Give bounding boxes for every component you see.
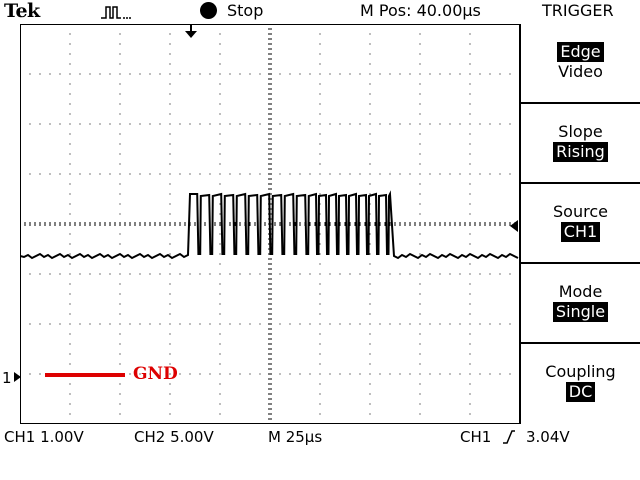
pulse-waveform-icon: [101, 6, 131, 19]
source-title: Source: [553, 202, 608, 221]
coupling-value: DC: [565, 382, 596, 402]
waveform-display: [20, 24, 520, 424]
trigger-level-readout: 3.04V: [526, 428, 570, 446]
rising-edge-icon: [503, 430, 515, 444]
down-arrow-marker-icon: [185, 24, 197, 38]
slope-value: Rising: [553, 142, 608, 162]
left-arrow-marker-icon: [510, 220, 518, 232]
graticule: [20, 24, 520, 424]
menu-source[interactable]: Source CH1: [521, 184, 640, 264]
ch1-waveform-trace: [20, 190, 519, 260]
menu-title: TRIGGER: [542, 1, 614, 20]
brand-logo: Tek: [4, 0, 40, 22]
trigger-type-other: Video: [558, 62, 603, 81]
ch1-ground-marker: 1: [2, 369, 12, 387]
ch1-ground-marker-label: 1: [2, 369, 12, 387]
horizontal-position-readout: M Pos: 40.00µs: [360, 1, 481, 20]
source-value: CH1: [560, 222, 601, 242]
coupling-title: Coupling: [545, 362, 616, 381]
timebase-readout: M 25µs: [268, 428, 323, 446]
mode-title: Mode: [558, 282, 603, 301]
ch2-scale: CH2 5.00V: [134, 428, 214, 446]
trigger-source-readout: CH1: [460, 428, 492, 446]
menu-divider: [520, 24, 521, 424]
filled-circle-icon: [200, 2, 217, 19]
trigger-type-selected: Edge: [557, 42, 604, 62]
gnd-label: GND: [133, 364, 178, 384]
slope-title: Slope: [558, 122, 603, 141]
menu-coupling[interactable]: Coupling DC: [521, 344, 640, 422]
right-arrow-marker-icon: [14, 372, 21, 382]
mode-value: Single: [552, 302, 609, 322]
trigger-menu: Edge Video Slope Rising Source CH1 Mode …: [521, 24, 640, 424]
run-state-label: Stop: [227, 1, 264, 20]
menu-trigger-type[interactable]: Edge Video: [521, 24, 640, 104]
ch1-scale: CH1 1.00V: [4, 428, 84, 446]
gnd-line: [45, 373, 125, 377]
menu-slope[interactable]: Slope Rising: [521, 104, 640, 184]
menu-mode[interactable]: Mode Single: [521, 264, 640, 344]
status-footer: CH1 1.00V CH2 5.00V M 25µs CH1 3.04V: [0, 428, 640, 450]
status-header: Tek Stop M Pos: 40.00µs TRIGGER: [0, 0, 640, 24]
